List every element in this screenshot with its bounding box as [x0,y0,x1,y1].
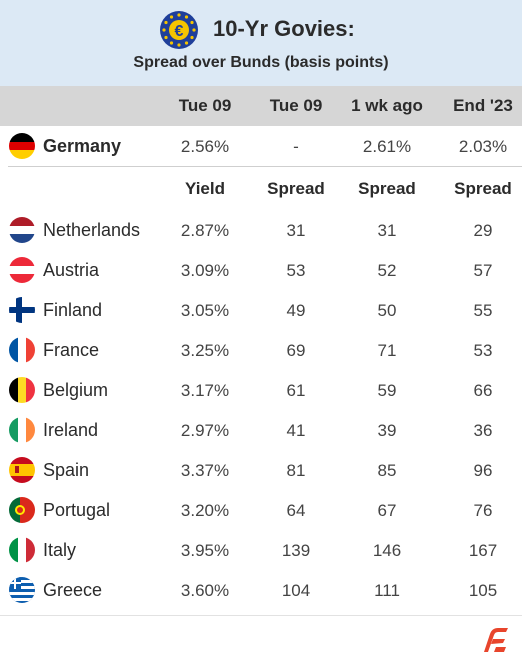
header-banner: € 10-Yr Govies: Spread over Bunds (basis… [0,0,522,86]
country-name: France [43,340,100,360]
spread-1wk-value: 59 [377,381,397,400]
country-name: Netherlands [43,220,141,240]
country-name: Germany [43,136,122,156]
table-row-portugal: Portugal 3.20% 64 67 76 [0,490,522,530]
subheader-spread: Spread [454,179,512,198]
country-name: Finland [43,300,103,320]
table-row-greece: Greece 3.60% 104 111 105 [0,570,522,610]
france-flag-icon [9,337,35,363]
svg-text:€: € [175,23,184,40]
spread-end23-value: 76 [473,501,493,520]
table-row-france: France 3.25% 69 71 53 [0,330,522,370]
spread-value: - [293,137,299,156]
germany-flag-icon [9,133,35,159]
spread-1wk-value: 71 [377,341,397,360]
page-title: 10-Yr Govies: [213,16,355,41]
yield-value: 2.56% [180,137,230,156]
spread-1wk-value: 52 [377,261,397,280]
country-name: Austria [43,260,100,280]
table-row-finland: Finland 3.05% 49 50 55 [0,290,522,330]
column-header-bar [0,86,522,126]
netherlands-flag-icon [9,217,35,243]
spread-end23-value: 66 [473,381,493,400]
country-name: Belgium [43,380,109,400]
table-row-spain: Spain 3.37% 81 85 96 [0,450,522,490]
spread-end23-value: 57 [473,261,493,280]
greece-flag-icon [9,577,35,603]
spread-value: 61 [286,381,306,400]
country-name: Spain [43,460,90,480]
spread-value: 31 [286,221,306,240]
austria-flag-icon [9,257,35,283]
portugal-flag-icon [9,497,35,523]
yield-value: 2.97% [180,421,230,440]
spread-1wk-value: 111 [374,581,400,600]
finland-flag-icon [9,297,35,323]
spread-end23-value: 167 [468,541,498,560]
spread-value: 81 [286,461,306,480]
spread-1wk-value: 67 [377,501,397,520]
footer-divider [0,615,522,616]
spread-end23-value: 105 [468,581,498,600]
table-row-belgium: Belgium 3.17% 61 59 66 [0,370,522,410]
spread-value: 104 [281,581,311,600]
spread-value: 64 [286,501,306,520]
spread-end23-value: 29 [473,221,493,240]
row-divider [8,166,522,167]
spread-value: 139 [281,541,311,560]
column-header: End '23 [453,96,513,115]
spread-value: 41 [286,421,306,440]
column-header: Tue 09 [269,96,323,115]
yield-1wk-value: 2.61% [362,137,412,156]
spread-value: 49 [286,301,306,320]
yield-value: 3.25% [180,341,230,360]
yield-value: 3.37% [180,461,230,480]
yield-value: 3.20% [180,501,230,520]
yield-value: 3.60% [180,581,230,600]
yield-value: 3.05% [180,301,230,320]
yield-value: 3.09% [180,261,230,280]
subheader-spread: Spread [267,179,325,198]
spread-1wk-value: 85 [377,461,397,480]
belgium-flag-icon [9,377,35,403]
yield-value: 2.87% [180,221,230,240]
page-subtitle: Spread over Bunds (basis points) [133,54,389,71]
table-row-italy: Italy 3.95% 139 146 167 [0,530,522,570]
column-header: 1 wk ago [351,96,423,115]
country-name: Ireland [43,420,99,440]
spread-end23-value: 36 [473,421,493,440]
table-row-austria: Austria 3.09% 53 52 57 [0,250,522,290]
ireland-flag-icon [9,417,35,443]
spread-value: 53 [286,261,306,280]
table-row-netherlands: Netherlands 2.87% 31 31 29 [0,210,522,250]
spain-flag-icon [9,457,35,483]
subheader-spread: Spread [358,179,416,198]
yield-end23-value: 2.03% [458,137,508,156]
spread-value: 69 [286,341,306,360]
table-row-ireland: Ireland 2.97% 41 39 36 [0,410,522,450]
column-header: Tue 09 [178,96,232,115]
yield-value: 3.17% [180,381,230,400]
subheader-yield: Yield [185,179,225,198]
spread-end23-value: 53 [473,341,493,360]
table-row-germany: Germany 2.56% - 2.61% 2.03% [0,126,522,166]
spread-1wk-value: 39 [377,421,397,440]
yield-value: 3.95% [180,541,230,560]
spread-1wk-value: 146 [372,541,402,560]
brand-logo-icon [484,628,508,652]
spread-1wk-value: 31 [377,221,397,240]
euro-coin-icon: € [160,11,198,49]
spread-end23-value: 96 [473,461,493,480]
spread-1wk-value: 50 [377,301,397,320]
country-name: Italy [43,540,77,560]
italy-flag-icon [9,537,35,563]
spread-end23-value: 55 [473,301,493,320]
country-name: Greece [43,580,103,600]
country-name: Portugal [43,500,111,520]
